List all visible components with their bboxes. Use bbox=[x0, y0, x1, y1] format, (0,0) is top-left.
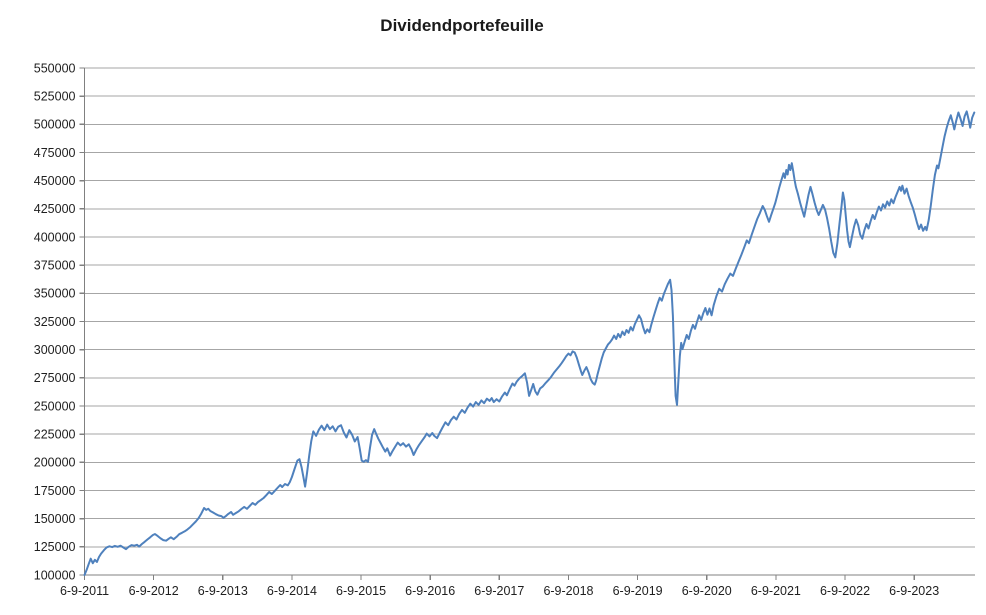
x-tick-label: 6-9-2016 bbox=[405, 584, 455, 598]
chart-title: Dividendportefeuille bbox=[380, 16, 544, 35]
x-tick-label: 6-9-2014 bbox=[267, 584, 317, 598]
x-tick-label: 6-9-2022 bbox=[820, 584, 870, 598]
y-tick-label: 525000 bbox=[34, 90, 76, 104]
y-tick-label: 450000 bbox=[34, 174, 76, 188]
y-tick-label: 150000 bbox=[34, 512, 76, 526]
y-tick-label: 350000 bbox=[34, 287, 76, 301]
y-tick-label: 275000 bbox=[34, 371, 76, 385]
x-tick-label: 6-9-2012 bbox=[129, 584, 179, 598]
x-tick-label: 6-9-2019 bbox=[613, 584, 663, 598]
y-tick-label: 225000 bbox=[34, 428, 76, 442]
x-tick-label: 6-9-2011 bbox=[60, 584, 109, 598]
x-tick-label: 6-9-2018 bbox=[543, 584, 593, 598]
y-tick-label: 175000 bbox=[34, 484, 76, 498]
y-tick-label: 300000 bbox=[34, 343, 76, 357]
y-tick-label: 475000 bbox=[34, 146, 76, 160]
y-tick-label: 125000 bbox=[34, 540, 76, 554]
x-tick-label: 6-9-2015 bbox=[336, 584, 386, 598]
y-tick-label: 250000 bbox=[34, 399, 76, 413]
series-line bbox=[83, 110, 976, 576]
y-tick-label: 100000 bbox=[34, 568, 76, 582]
y-tick-label: 375000 bbox=[34, 259, 76, 273]
y-tick-label: 325000 bbox=[34, 315, 76, 329]
y-tick-label: 400000 bbox=[34, 230, 76, 244]
x-tick-label: 6-9-2013 bbox=[198, 584, 248, 598]
x-tick-label: 6-9-2023 bbox=[889, 584, 939, 598]
y-tick-label: 200000 bbox=[34, 456, 76, 470]
x-tick-label: 6-9-2021 bbox=[751, 584, 801, 598]
y-tick-label: 550000 bbox=[34, 61, 76, 75]
x-tick-label: 6-9-2020 bbox=[682, 584, 732, 598]
y-tick-label: 500000 bbox=[34, 118, 76, 132]
x-tick-label: 6-9-2017 bbox=[474, 584, 524, 598]
y-tick-label: 425000 bbox=[34, 202, 76, 216]
